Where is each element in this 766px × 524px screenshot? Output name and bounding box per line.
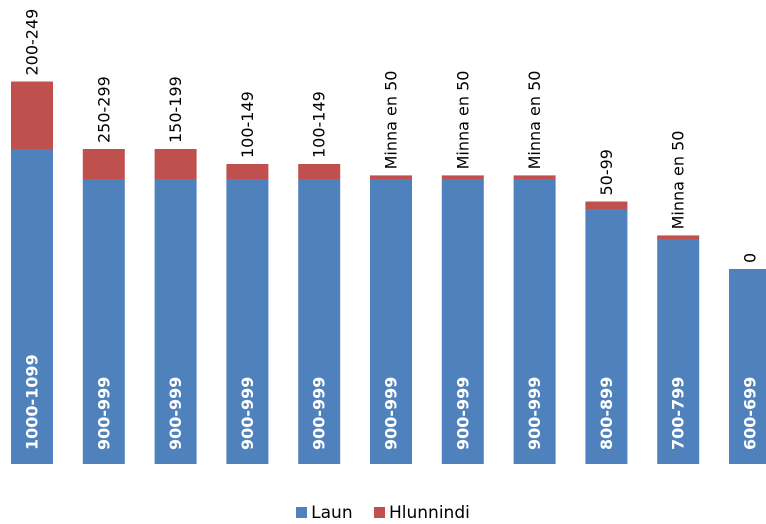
data-label-laun-6: 900-999 (382, 377, 401, 450)
bar-hlunnindi-4 (226, 164, 269, 179)
bar-laun-10 (657, 239, 700, 464)
bar-hlunnindi-1 (11, 81, 53, 149)
data-label-laun-2: 900-999 (94, 377, 113, 450)
bar-laun-4 (226, 179, 269, 464)
bar-laun-9 (585, 209, 628, 464)
data-label-laun-5: 900-999 (310, 377, 329, 450)
data-label-laun-7: 900-999 (453, 377, 472, 450)
data-label-laun-9: 800-899 (597, 377, 616, 450)
data-label-hlunnindi-7: Minna en 50 (453, 71, 472, 170)
data-label-hlunnindi-6: Minna en 50 (382, 71, 401, 170)
data-label-hlunnindi-5: 100-149 (310, 91, 329, 158)
data-label-laun-8: 900-999 (525, 377, 544, 450)
legend: Laun Hlunnindi (0, 503, 766, 523)
data-label-hlunnindi-10: Minna en 50 (669, 131, 688, 230)
bar-laun-7 (441, 179, 484, 464)
stacked-bar-chart: 1000-1099 200-249 900-999 250-299 900-999 150… (11, 9, 766, 464)
data-label-laun-1: 1000-1099 (23, 354, 42, 450)
data-label-hlunnindi-4: 100-149 (238, 91, 257, 158)
data-label-hlunnindi-9: 50-99 (597, 149, 616, 196)
legend-label-laun: Laun (311, 503, 353, 523)
bar-hlunnindi-2 (82, 149, 125, 179)
data-label-laun-3: 900-999 (166, 377, 185, 450)
data-label-hlunnindi-3: 150-199 (166, 76, 185, 143)
bar-laun-11 (729, 269, 766, 464)
bar-hlunnindi-6 (370, 175, 412, 179)
data-label-hlunnindi-1: 200-249 (23, 9, 42, 76)
bar-laun-3 (154, 179, 197, 464)
bar-laun-1 (11, 149, 53, 464)
legend-swatch-laun (296, 507, 308, 518)
data-label-hlunnindi-11: 0 (741, 253, 760, 263)
bar-laun-5 (298, 179, 341, 464)
legend-label-hlunnindi: Hlunnindi (389, 503, 470, 523)
legend-item-hlunnindi: Hlunnindi (374, 503, 470, 523)
data-label-hlunnindi-8: Minna en 50 (525, 71, 544, 170)
bar-hlunnindi-3 (154, 149, 197, 179)
bar-hlunnindi-9 (585, 201, 628, 209)
bar-hlunnindi-7 (441, 175, 484, 179)
legend-item-laun: Laun (296, 503, 353, 523)
bar-laun-6 (370, 179, 412, 464)
data-label-laun-10: 700-799 (669, 377, 688, 450)
legend-swatch-hlunnindi (374, 507, 385, 518)
bar-hlunnindi-8 (513, 175, 556, 179)
bar-hlunnindi-10 (657, 235, 700, 239)
data-label-laun-4: 900-999 (238, 377, 257, 450)
data-label-laun-11: 600-699 (741, 377, 760, 450)
data-label-hlunnindi-2: 250-299 (94, 76, 113, 143)
bar-laun-2 (82, 179, 125, 464)
bar-laun-8 (513, 179, 556, 464)
bar-hlunnindi-5 (298, 164, 341, 179)
